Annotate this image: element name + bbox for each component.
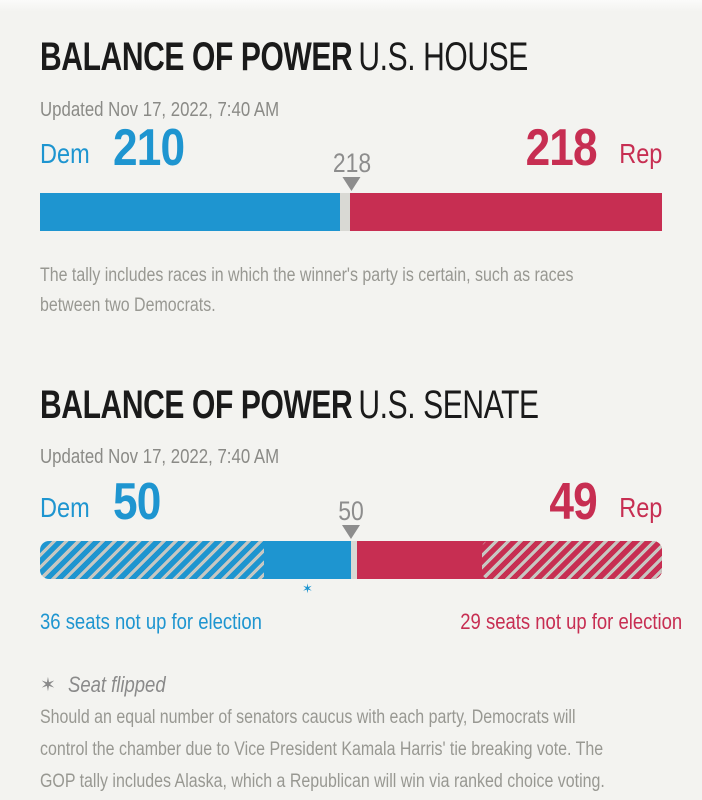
house-balance-bar (40, 193, 662, 231)
senate-rep-score: 49 Rep (541, 473, 662, 531)
seat-flipped-legend: ✶ Seat flipped (40, 672, 184, 698)
seat-flipped-legend-label: Seat flipped (67, 672, 166, 697)
senate-rep-seat-count: 49 (549, 473, 597, 531)
house-updated-timestamp: Updated Nov 17, 2022, 7:40 AM (40, 99, 280, 121)
house-title-bold: BALANCE OF POWER (40, 35, 353, 79)
senate-score-row: Dem 50 49 Rep (40, 473, 662, 531)
house-majority-label: 218 (332, 148, 371, 178)
senate-title: BALANCE OF POWER U.S. SENATE (40, 384, 539, 426)
house-footnote: The tally includes races in which the wi… (40, 265, 574, 316)
house-dem-seat-count: 210 (113, 119, 185, 177)
senate-rep-party-label: Rep (618, 492, 662, 523)
senate-undecided-segment (350, 541, 358, 579)
house-majority-marker: 218 (329, 149, 374, 191)
senate-bar-area: 50 ✶ (40, 497, 662, 607)
senate-dem-score: Dem 50 (40, 473, 169, 531)
house-title: BALANCE OF POWER U.S. HOUSE (40, 36, 528, 78)
senate-updated-timestamp: Updated Nov 17, 2022, 7:40 AM (40, 446, 280, 468)
senate-rep-segment (357, 541, 482, 579)
house-dem-segment (40, 193, 341, 231)
dem-seats-not-up-label: 36 seats not up for election (40, 609, 262, 634)
senate-dem-holdover-segment (40, 541, 264, 579)
senate-title-chamber: U.S. SENATE (358, 383, 539, 427)
senate-majority-label: 50 (338, 496, 364, 526)
house-rep-score: 218 Rep (513, 119, 662, 177)
senate-dem-seat-count: 50 (113, 473, 161, 531)
house-bar-area: 218 (40, 149, 662, 259)
seats-not-up-row: 36 seats not up for election 29 seats no… (40, 609, 682, 637)
senate-balance-bar (40, 541, 662, 579)
house-rep-party-label: Rep (618, 138, 662, 169)
senate-title-bold: BALANCE OF POWER (40, 383, 353, 427)
majority-triangle-icon (341, 525, 360, 539)
house-undecided-segment (340, 193, 351, 231)
majority-triangle-icon (342, 177, 361, 191)
house-rep-segment (350, 193, 662, 231)
senate-dem-segment (263, 541, 351, 579)
house-rep-seat-count: 218 (525, 119, 597, 177)
senate-rep-holdover-segment (481, 541, 662, 579)
house-title-chamber: U.S. HOUSE (358, 35, 528, 79)
rep-seats-not-up-label: 29 seats not up for election (460, 609, 682, 634)
senate-footnote: Should an equal number of senators caucu… (40, 707, 605, 792)
seat-flipped-legend-star-icon: ✶ (40, 675, 56, 696)
senate-dem-party-label: Dem (40, 492, 90, 523)
top-highlight-strip (0, 0, 702, 12)
seat-flipped-star-icon: ✶ (302, 581, 313, 596)
house-score-row: Dem 210 218 Rep (40, 119, 662, 177)
house-dem-score: Dem 210 (40, 119, 197, 177)
house-dem-party-label: Dem (40, 138, 90, 169)
senate-majority-marker: 50 (336, 497, 366, 539)
